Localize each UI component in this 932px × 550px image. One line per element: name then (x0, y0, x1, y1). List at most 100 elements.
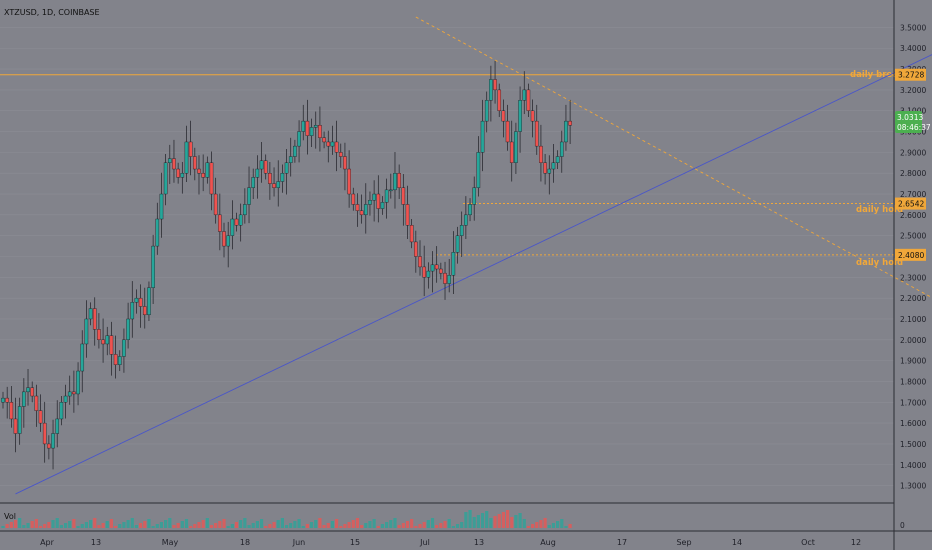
y-tick-label: 3.4000 (900, 44, 926, 53)
volume-bar (451, 526, 455, 528)
level-badge (895, 197, 926, 210)
volume-bar (493, 516, 497, 528)
y-tick-label: 1.9000 (900, 357, 926, 366)
x-tick-label: 13 (91, 538, 101, 547)
candle-body (230, 218, 235, 236)
candle-body (59, 402, 64, 420)
candle-body (443, 272, 447, 284)
candle-body (397, 172, 401, 188)
volume-bar (393, 518, 397, 528)
candle-body (109, 335, 114, 355)
candle-body (347, 168, 351, 195)
candle-body (51, 433, 55, 449)
candle-body (276, 181, 281, 188)
volume-bar (22, 525, 26, 528)
volume-bar (280, 518, 284, 528)
volume-bar (105, 521, 109, 528)
candle-body (55, 418, 60, 434)
candle-body (84, 318, 89, 345)
volume-bar (314, 520, 318, 528)
volume-bar (455, 524, 460, 528)
volume-bar (293, 521, 297, 528)
volume-bar (26, 523, 30, 528)
volume-bar (447, 519, 451, 528)
volume-bar (176, 523, 180, 528)
candle-body (163, 162, 168, 195)
volume-bar (63, 523, 68, 528)
volume-bar (284, 525, 289, 528)
candle-body (489, 79, 493, 101)
candle-body (268, 172, 272, 184)
volume-bar (209, 525, 214, 528)
candle-body (205, 162, 210, 178)
candle-body (159, 193, 164, 220)
candle-body (184, 141, 189, 174)
volume-bar (113, 526, 118, 528)
candle-body (501, 110, 506, 122)
x-tick-label: Aug (540, 538, 556, 547)
volume-bar (184, 519, 189, 528)
y-tick-label: 2.5000 (900, 232, 926, 241)
candle-body (480, 120, 485, 153)
y-tick-label: 1.7000 (900, 398, 926, 407)
volume-bar (193, 524, 197, 528)
volume-bar (201, 520, 205, 528)
candle-body (305, 120, 310, 136)
level-badge-label: 3.2728 (898, 71, 924, 80)
candle-body (142, 306, 147, 316)
candle-body (401, 187, 406, 205)
volume-bar (510, 517, 514, 528)
candle-body (259, 160, 264, 170)
candle-body (63, 395, 68, 403)
volume-bar (30, 521, 34, 528)
volume-bar (351, 520, 355, 528)
volume-bar (360, 525, 364, 528)
candle-body (238, 214, 243, 226)
volume-bar (401, 523, 405, 528)
volume-bar (485, 511, 489, 528)
volume-bar (38, 526, 43, 528)
volume-bar (430, 518, 435, 528)
volume-bar (405, 521, 410, 528)
candle-body (551, 162, 556, 170)
candle-body (539, 145, 543, 163)
volume-bar (84, 522, 88, 528)
volume-bar (147, 519, 151, 528)
time-axis[interactable]: Apr 13 May 18 Jun 15 Jul 13 Aug 17 Sep 14 Oct 12 (40, 538, 861, 547)
volume-bar (222, 519, 226, 528)
candle-body (322, 137, 326, 143)
candle-body (193, 156, 197, 170)
y-tick-label: 3.2000 (900, 86, 926, 95)
volume-bar (497, 514, 501, 528)
volume-bar (560, 519, 564, 528)
y-tick-label: 1.6000 (900, 419, 926, 428)
volume-bar (5, 524, 9, 528)
y-tick-label: 1.3000 (900, 482, 926, 491)
candle-body (368, 200, 372, 205)
volume-bar (172, 525, 176, 528)
candle-body (97, 329, 101, 341)
volume-bar (539, 520, 543, 528)
volume-bar (355, 518, 360, 528)
candles (1, 60, 572, 470)
candle-body (505, 120, 510, 143)
volume-bar (564, 526, 568, 528)
volume-bar (109, 519, 114, 528)
candle-body (301, 120, 306, 132)
candle-body (105, 335, 110, 345)
candle-body (147, 287, 151, 316)
candle-body (72, 391, 76, 395)
y-tick-label: 1.5000 (900, 440, 926, 449)
candle-body (67, 391, 72, 397)
volume-bar (9, 522, 13, 528)
candle-body (197, 168, 201, 174)
y-tick-label: 2.6000 (900, 211, 926, 220)
candle-body (393, 172, 397, 191)
candle-body (247, 187, 251, 205)
candle-body (522, 89, 527, 101)
candle-body (176, 168, 180, 178)
x-tick-label: 13 (474, 538, 484, 547)
candle-body (389, 189, 393, 192)
volume-bar (51, 520, 55, 528)
